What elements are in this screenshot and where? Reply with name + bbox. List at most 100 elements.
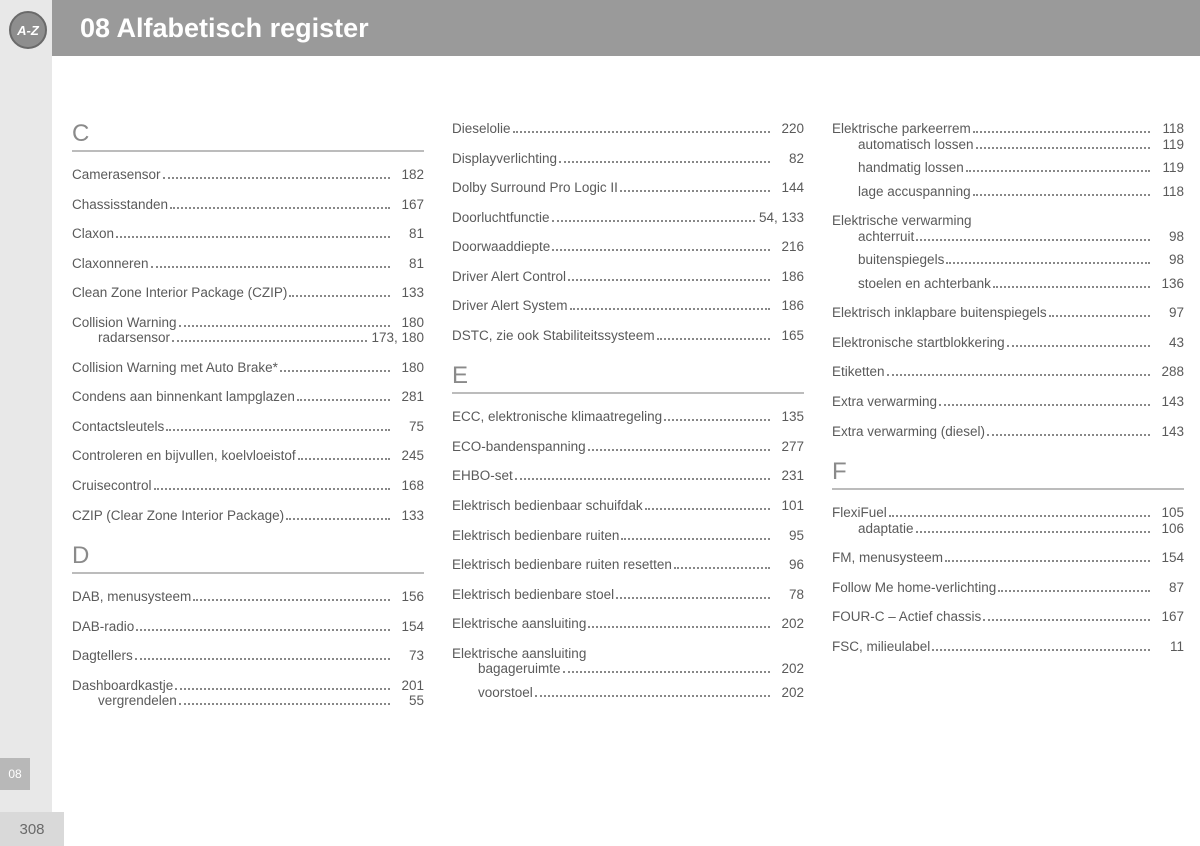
entry-page: 98 — [1154, 251, 1184, 269]
entry-page: 136 — [1154, 275, 1184, 293]
entry-page: 135 — [774, 408, 804, 426]
entry-page: 55 — [394, 692, 424, 710]
index-subentry: vergrendelen 55 — [72, 692, 424, 710]
index-entry: ECC, elektronische klimaatregeling135 — [452, 408, 804, 426]
entry-label: Elektrisch bedienbare stoel — [452, 586, 614, 604]
entry-label: achterruit — [858, 228, 914, 246]
index-entry: Claxonneren81 — [72, 255, 424, 273]
index-entry: Dolby Surround Pro Logic II144 — [452, 179, 804, 197]
entry-page: 168 — [394, 477, 424, 495]
index-subentry: radarsensor 173, 180 — [72, 329, 424, 347]
leader-dots — [280, 370, 390, 372]
index-entry: Displayverlichting82 — [452, 150, 804, 168]
entry-page: 281 — [394, 388, 424, 406]
entry-label: Cruisecontrol — [72, 477, 152, 495]
left-margin-strip — [0, 0, 52, 846]
entry-label: lage accuspanning — [858, 183, 971, 201]
index-entry: Claxon 81 — [72, 225, 424, 243]
index-entry: Elektrische aansluiting202 — [452, 615, 804, 633]
entry-page: 81 — [394, 225, 424, 243]
entry-page: 81 — [394, 255, 424, 273]
leader-dots — [563, 671, 770, 673]
index-subentry: stoelen en achterbank136 — [832, 275, 1184, 293]
index-entry: DAB, menusysteem156 — [72, 588, 424, 606]
index-column-3: Elektrische parkeerrem118automatisch los… — [832, 120, 1184, 820]
section-rule — [452, 392, 804, 394]
entry-label: Extra verwarming (diesel) — [832, 423, 985, 441]
leader-dots — [166, 429, 390, 431]
leader-dots — [973, 131, 1150, 133]
entry-page: 119 — [1154, 136, 1184, 154]
index-entry: Cruisecontrol 168 — [72, 477, 424, 495]
index-entry: FSC, milieulabel11 — [832, 638, 1184, 656]
entry-page: 143 — [1154, 393, 1184, 411]
section-letter: F — [832, 458, 1184, 486]
entry-page: 180 — [394, 359, 424, 377]
entry-label: Driver Alert System — [452, 297, 568, 315]
leader-dots — [552, 249, 770, 251]
index-entry: FM, menusysteem154 — [832, 549, 1184, 567]
index-entry: DAB-radio154 — [72, 618, 424, 636]
entry-label: Controleren en bijvullen, koelvloeistof — [72, 447, 296, 465]
leader-dots — [946, 262, 1150, 264]
leader-dots — [515, 478, 770, 480]
entry-page: 73 — [394, 647, 424, 665]
leader-dots — [163, 177, 390, 179]
leader-dots — [193, 599, 390, 601]
leader-dots — [889, 515, 1150, 517]
entry-label: Dieselolie — [452, 120, 511, 138]
leader-dots — [175, 688, 390, 690]
index-entry: Elektrisch bedienbaar schuifdak101 — [452, 497, 804, 515]
entry-label: adaptatie — [858, 520, 914, 538]
index-entry: EHBO-set231 — [452, 467, 804, 485]
leader-dots — [945, 560, 1150, 562]
entry-label: Camerasensor — [72, 166, 161, 184]
leader-dots — [657, 338, 770, 340]
index-entry: Elektrisch inklapbare buitenspiegels97 — [832, 304, 1184, 322]
entry-label: Chassisstanden — [72, 196, 168, 214]
index-entry: Etiketten288 — [832, 363, 1184, 381]
entry-label: Elektrisch inklapbare buitenspiegels — [832, 304, 1047, 322]
leader-dots — [535, 695, 770, 697]
index-entry: Dagtellers73 — [72, 647, 424, 665]
leader-dots — [154, 488, 390, 490]
entry-label: EHBO-set — [452, 467, 513, 485]
entry-page: 154 — [1154, 549, 1184, 567]
entry-page: 154 — [394, 618, 424, 636]
index-entry: Extra verwarming (diesel)143 — [832, 423, 1184, 441]
entry-page: 173, 180 — [371, 329, 424, 347]
leader-dots — [559, 161, 770, 163]
leader-dots — [993, 286, 1150, 288]
entry-label: radarsensor — [98, 329, 170, 347]
index-entry: Driver Alert Control186 — [452, 268, 804, 286]
index-entry: Camerasensor182 — [72, 166, 424, 184]
leader-dots — [513, 131, 770, 133]
index-entry: Doorwaaddiepte216 — [452, 238, 804, 256]
entry-label: CZIP (Clear Zone Interior Package) — [72, 507, 284, 525]
entry-page: 87 — [1154, 579, 1184, 597]
section-letter: D — [72, 542, 424, 570]
entry-page: 288 — [1154, 363, 1184, 381]
entry-label: DSTC, zie ook Stabiliteitssysteem — [452, 327, 655, 345]
entry-label: Claxon — [72, 225, 114, 243]
entry-page: 220 — [774, 120, 804, 138]
index-subentry: achterruit98 — [832, 228, 1184, 246]
index-entry: Contactsleutels75 — [72, 418, 424, 436]
entry-page: 186 — [774, 297, 804, 315]
entry-page: 245 — [394, 447, 424, 465]
section-rule — [72, 572, 424, 574]
index-subentry: handmatig lossen119 — [832, 159, 1184, 177]
leader-dots — [621, 538, 770, 540]
index-entry: Elektrisch bedienbare ruiten95 — [452, 527, 804, 545]
index-entry: Extra verwarming143 — [832, 393, 1184, 411]
entry-page: 101 — [774, 497, 804, 515]
entry-page: 144 — [774, 179, 804, 197]
leader-dots — [1007, 345, 1150, 347]
entry-page: 156 — [394, 588, 424, 606]
index-entry: ECO-bandenspanning277 — [452, 438, 804, 456]
leader-dots — [179, 703, 390, 705]
entry-label: vergrendelen — [98, 692, 177, 710]
index-entry: Doorluchtfunctie54, 133 — [452, 209, 804, 227]
leader-dots — [289, 295, 390, 297]
entry-label: handmatig lossen — [858, 159, 964, 177]
